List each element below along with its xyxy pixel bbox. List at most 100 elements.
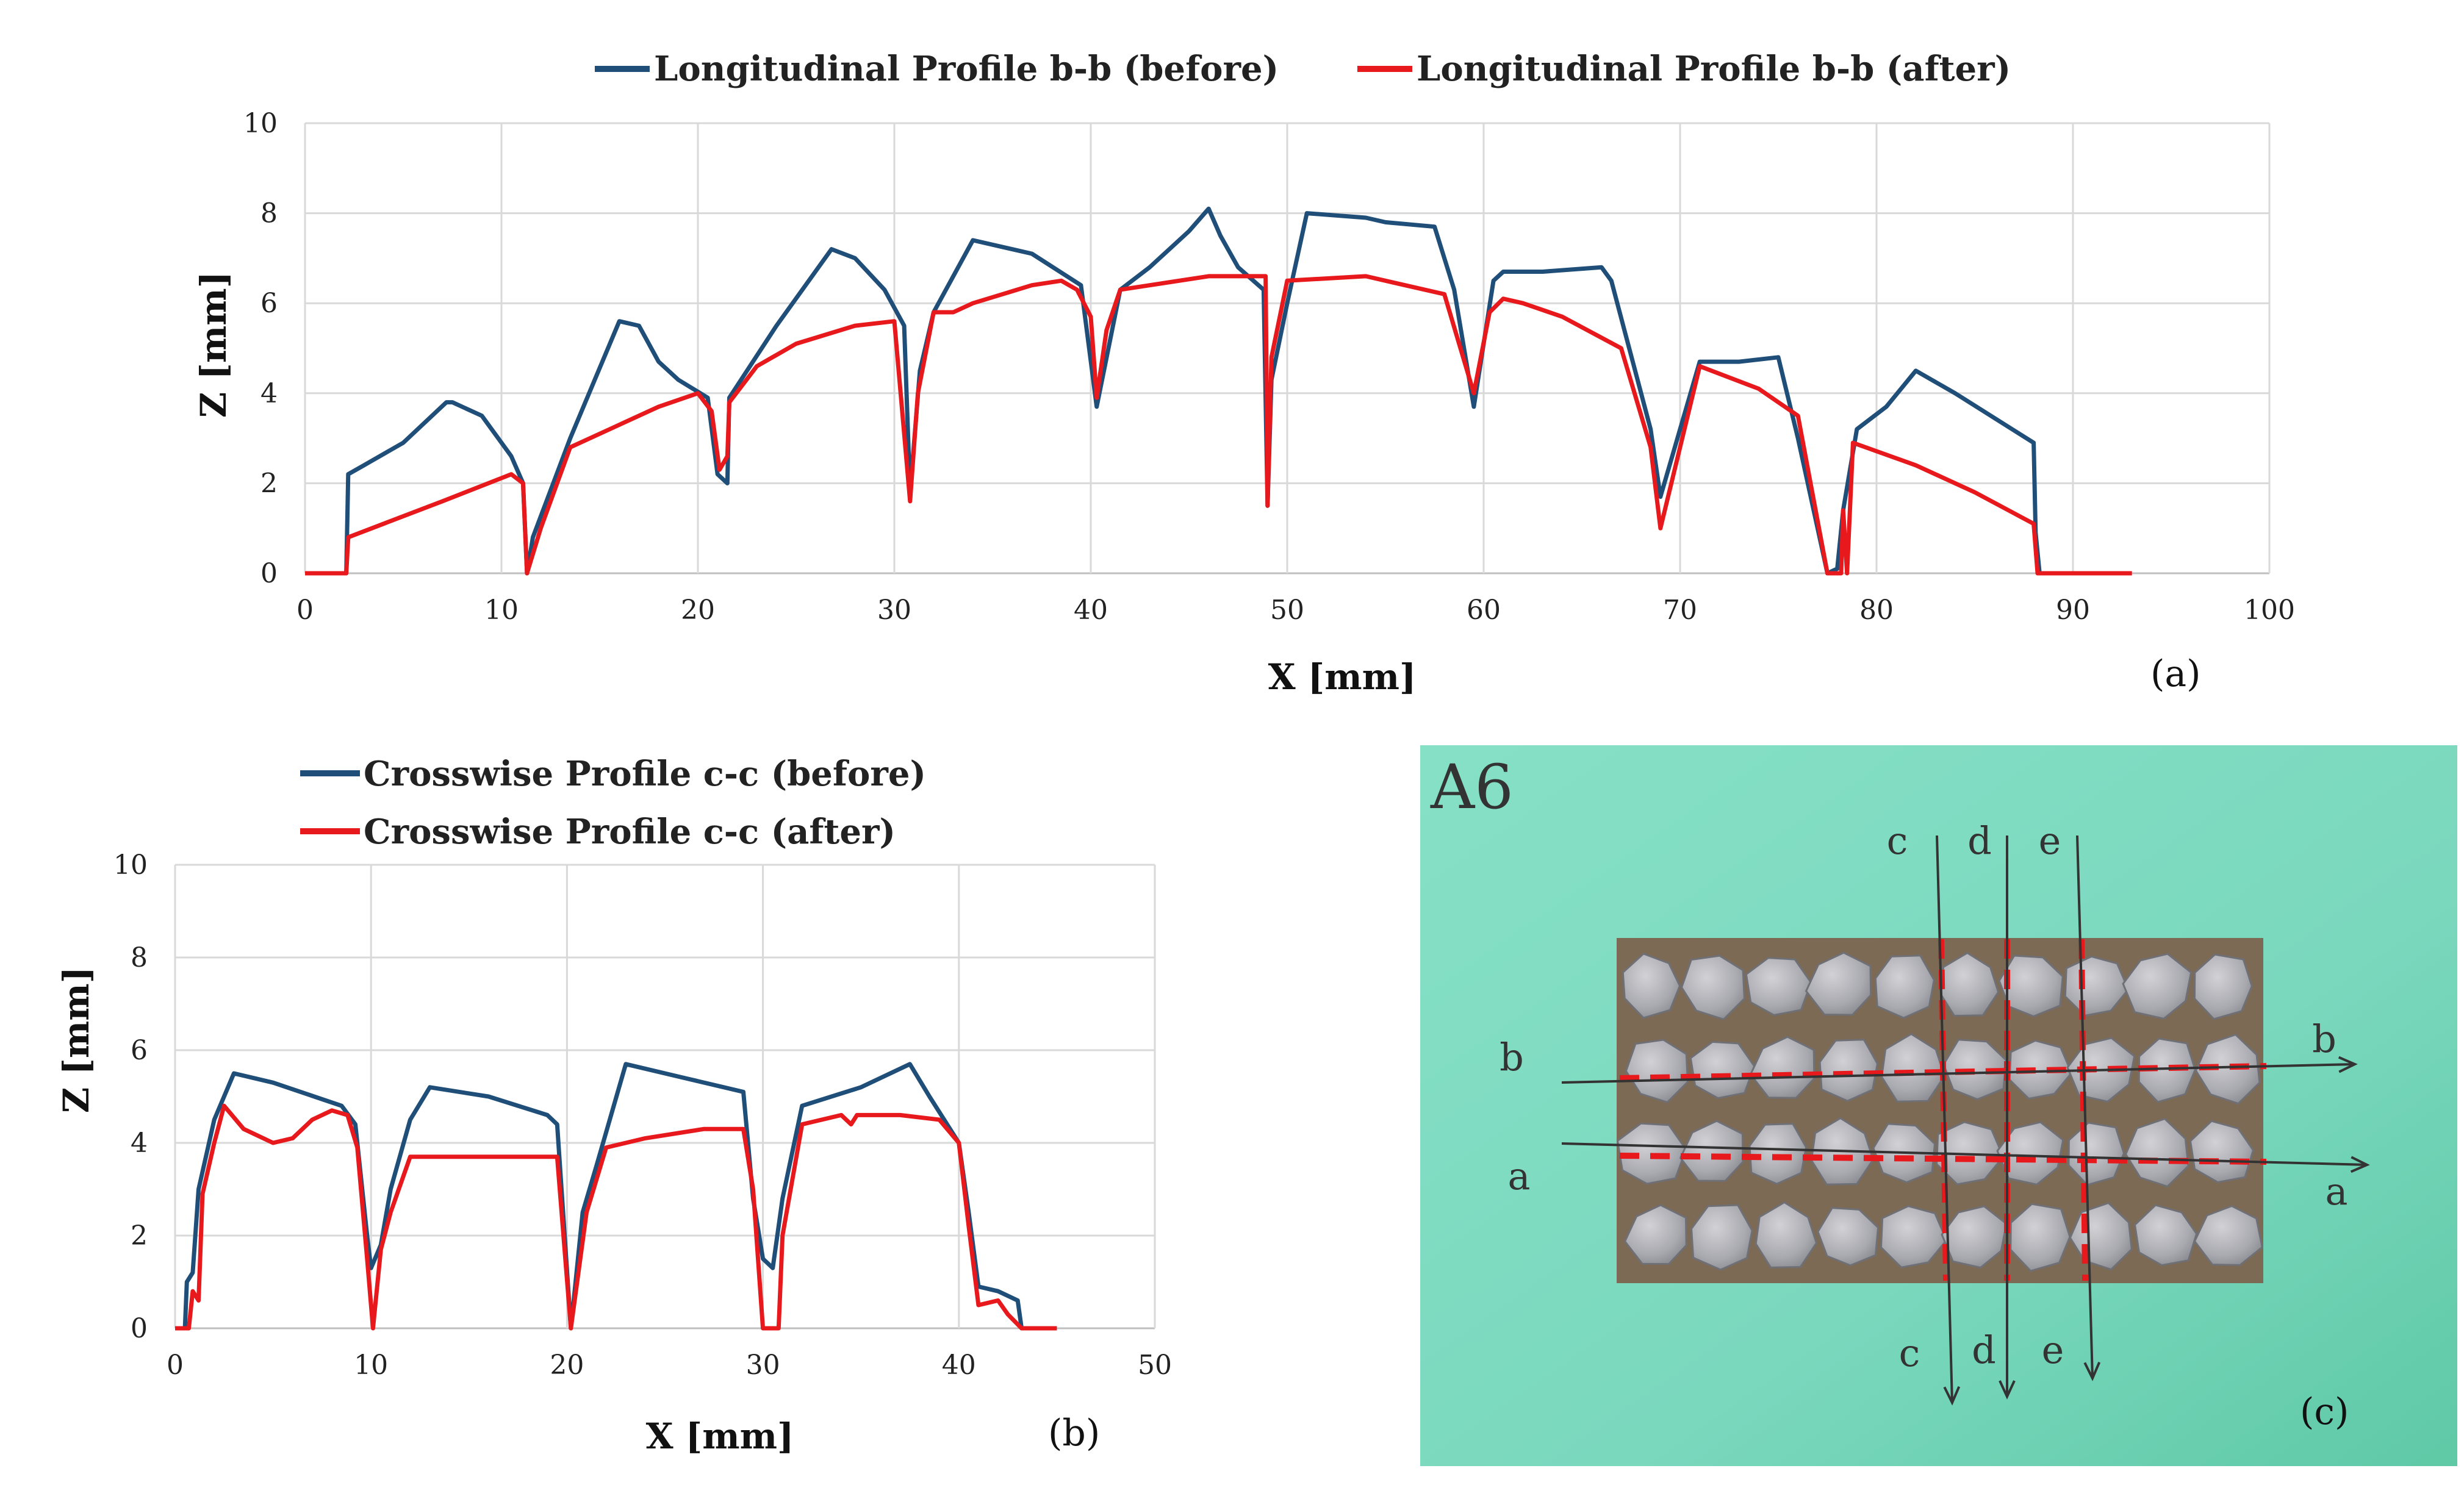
stone-block [2189,1120,2255,1184]
stone-block [1819,1039,1879,1102]
stone-block [1625,1039,1689,1104]
stone-block [2133,1204,2198,1267]
stone-block [1623,1204,1687,1265]
chart-a-x-tick-label: 90 [2056,595,2090,626]
chart-b-y-tick-label: 6 [131,1035,148,1066]
photo-panel-label: (c) [2300,1390,2349,1433]
chart-a-y-tick-label: 2 [260,468,278,499]
stone-block [2193,1204,2263,1266]
chart-a-series-before-line [305,206,2132,576]
chart-b-x-tick-label: 30 [746,1350,780,1381]
stone-block [1622,953,1681,1019]
stone-block [1680,954,1745,1021]
stone-block [1745,957,1812,1017]
stone-block [2138,1037,2196,1103]
stone-block [1755,1201,1818,1269]
chart-b-x-tick-label: 40 [942,1350,976,1381]
stone-block [1874,954,1935,1019]
stone-block [1941,1205,2008,1269]
section-label-e-bottom: e [2042,1328,2064,1372]
section-arrow-c [1936,835,1953,1403]
chart-a-y-tick-label: 6 [260,288,278,319]
stone-block [2008,1039,2073,1100]
chart-a-x-tick-label: 40 [1074,595,1108,626]
chart-a-x-tick-label: 60 [1467,595,1501,626]
chart-a-y-tick-label: 8 [260,198,278,229]
section-arrow-e [2076,835,2094,1379]
chart-b-series-before-line [175,1062,1057,1331]
chart-a-y-tick-label: 0 [260,558,278,589]
stone-block [1998,954,2064,1018]
section-label-b-right: b [2312,1017,2336,1061]
section-arrow-a [1561,1142,2368,1166]
section-label-e-top: e [2039,818,2061,863]
stone-block [1748,1123,1808,1185]
chart-a-x-tick-label: 50 [1270,595,1304,626]
chart-a-lines [305,206,2132,576]
stone-block [1942,1039,2007,1101]
chart-a-legend: Longitudinal Profile b-b (before) Longit… [595,49,2011,89]
legend-a-before-label: Longitudinal Profile b-b (before) [654,49,1279,89]
section-arrow-c-head [1943,1386,1961,1406]
legend-b-after-label: Crosswise Profile c-c (after) [364,812,896,852]
chart-a-x-tick-label: 100 [2244,595,2295,626]
chart-b-x-tick-label: 50 [1138,1350,1172,1381]
section-label-b-left: b [1500,1035,1524,1079]
specimen-photo: A6 c d e c d e b a b a (c) [1420,745,2457,1466]
chart-a-x-tick-label: 30 [877,595,911,626]
chart-b-series-after-line [175,1103,1057,1331]
stone-block [2194,1033,2261,1105]
chart-b: 0 2 4 6 8 10 0 10 20 30 40 50 Crosswise Profile c-c… [56,754,1172,1457]
stone-block [1817,1207,1880,1267]
chart-a-series-after-line [305,274,2132,576]
section-label-c-top: c [1887,818,1908,863]
chart-b-x-tick-label: 20 [550,1350,584,1381]
chart-a-x-tick-label: 20 [681,595,715,626]
stone-block [1689,1040,1756,1100]
chart-a-x-axis-label: X [mm] [1268,656,1417,698]
stone-block [2193,953,2253,1020]
section-label-d-top: d [1967,818,1992,863]
chart-b-y-tick-label: 10 [113,850,148,881]
chart-b-y-tick-label: 2 [131,1220,148,1251]
section-label-d-bottom: d [1972,1328,1996,1372]
specimen-label: A6 [1430,751,1514,823]
section-label-a-left: a [1508,1154,1531,1198]
chart-b-x-axis-label: X [mm] [646,1415,794,1457]
section-arrow-b-head [2338,1056,2358,1073]
section-arrow-e-head [2083,1361,2101,1381]
section-arrow-d-head [1999,1380,2016,1400]
chart-a-x-tick-label: 70 [1663,595,1697,626]
chart-a-y-tick-label: 4 [260,378,278,409]
chart-a-panel-label: (a) [2150,653,2201,695]
legend-b-before-label: Crosswise Profile c-c (before) [364,754,926,794]
chart-a-x-tick-label: 10 [484,595,519,626]
chart-b-ticks: 0 2 4 6 8 10 0 10 20 30 40 50 [113,850,1172,1381]
chart-a-y-axis-label: Z [mm] [193,271,234,418]
legend-a-after-label: Longitudinal Profile b-b (after) [1417,49,2011,89]
chart-a-grid [304,122,2271,574]
chart-b-y-tick-label: 8 [131,942,148,973]
chart-b-panel-label: (b) [1048,1412,1100,1455]
chart-b-y-tick-label: 4 [131,1128,148,1159]
section-arrow-b [1561,1063,2355,1084]
chart-a-x-tick-label: 0 [296,595,314,626]
chart-b-grid [174,864,1156,1330]
chart-b-legend: Crosswise Profile c-c (before) Crosswise… [300,754,926,852]
chart-a-x-tick-label: 80 [1859,595,1894,626]
section-line-e-dashed [2078,939,2088,1281]
section-label-a-right: a [2326,1169,2348,1214]
chart-b-y-axis-label: Z [mm] [56,967,97,1113]
section-arrow-a-head [2350,1156,2370,1173]
chart-b-x-tick-label: 10 [354,1350,388,1381]
stone-block [1805,951,1872,1016]
stone-block [2010,1203,2071,1272]
section-label-c-bottom: c [1899,1331,1920,1375]
stone-block [1880,1205,1948,1269]
chart-b-lines [175,1062,1057,1331]
chart-b-x-tick-label: 0 [167,1350,184,1381]
chart-b-y-tick-label: 0 [131,1313,148,1344]
